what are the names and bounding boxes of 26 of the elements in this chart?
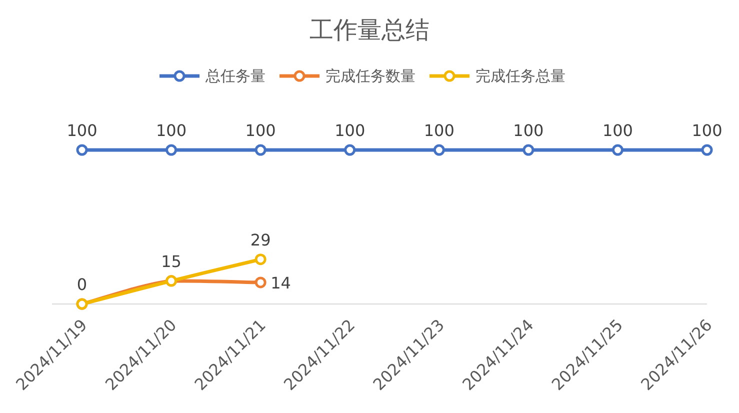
data-label: 29: [250, 230, 271, 250]
point: [701, 144, 713, 156]
data-label: 100: [245, 121, 276, 140]
chart-title: 工作量总结: [310, 16, 430, 44]
point: [166, 144, 178, 156]
point: [612, 144, 624, 156]
point: [254, 144, 266, 156]
legend-label: 完成任务总量: [476, 67, 566, 85]
data-label: 100: [334, 121, 366, 140]
point: [254, 276, 266, 288]
data-label: 15: [161, 252, 182, 271]
data-label: 100: [156, 121, 187, 140]
point: [76, 144, 88, 156]
data-label: 14: [270, 273, 291, 292]
point: [522, 144, 534, 156]
point: [344, 144, 356, 156]
legend-label: 完成任务数量: [326, 67, 416, 85]
point: [254, 254, 266, 266]
data-label: 100: [692, 121, 722, 140]
data-label: 100: [602, 121, 633, 140]
legend-label: 总任务量: [204, 67, 266, 85]
data-label: 100: [513, 121, 544, 140]
data-label: 0: [76, 275, 88, 294]
data-label: 100: [66, 121, 98, 140]
data-label: 100: [424, 121, 454, 140]
point: [433, 144, 445, 156]
